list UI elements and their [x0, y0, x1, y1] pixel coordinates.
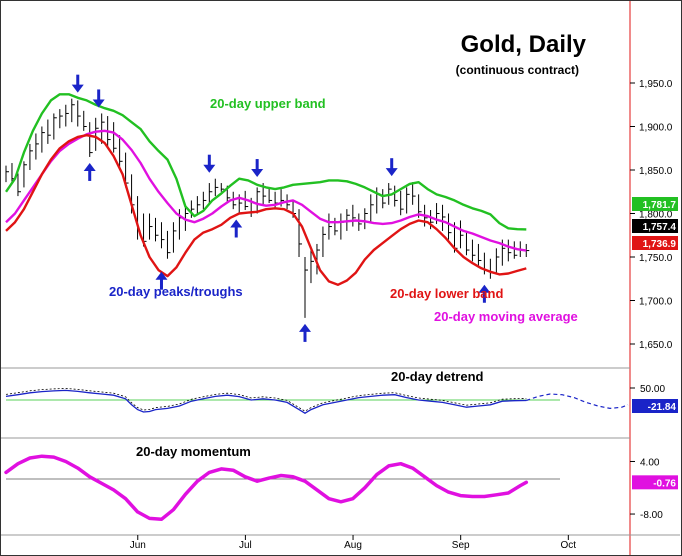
peak-arrow: [203, 154, 216, 173]
momentum-last-box: [632, 475, 678, 490]
chart-title: Gold, Daily: [461, 31, 587, 58]
trough-arrow: [155, 271, 168, 290]
peak-trough-markers: [71, 74, 491, 342]
trough-arrow: [83, 162, 96, 181]
x-tick-label: Oct: [561, 540, 577, 551]
detrend-last-box: [632, 399, 678, 413]
y-tick-label: 1,850.0: [639, 166, 673, 177]
last-value-label: 1,736.9: [643, 239, 677, 250]
momentum-line: [4, 454, 529, 522]
y-tick-label: 1,700.0: [639, 297, 673, 308]
peaks-troughs-label: 20-day peaks/troughs: [109, 284, 243, 299]
series-line-20-day-lower-band: [5, 134, 527, 286]
peak-arrow: [385, 158, 398, 177]
lower-band-label: 20-day lower band: [390, 286, 503, 301]
last-value-label: 1,781.7: [643, 200, 677, 211]
last-value-box: [632, 236, 678, 250]
x-tick-label: Sep: [452, 540, 470, 551]
x-tick-label: Aug: [344, 540, 362, 551]
main-y-axis-ticks: 1,650.0 1,700.0 1,750.0 1,800.0 1,850.0 1,900…: [630, 79, 673, 351]
trough-arrow: [478, 284, 491, 303]
x-axis: Jun Jul Aug Sep Oct: [130, 535, 577, 551]
last-value-box: [632, 197, 678, 211]
bands-lines: [5, 93, 527, 286]
y-tick-label: 1,900.0: [639, 123, 673, 134]
y-tick-label: 1,650.0: [639, 340, 673, 351]
detrend-projection: [526, 393, 629, 410]
trough-arrow: [230, 219, 243, 238]
x-tick-label: Jul: [239, 540, 252, 551]
detrend-line: [5, 389, 527, 414]
trough-arrow: [299, 323, 311, 342]
series-line-20-day-moving-average: [5, 129, 527, 252]
peak-arrow: [71, 74, 84, 93]
moving-average-label: 20-day moving average: [434, 309, 578, 324]
last-value-box: [632, 219, 678, 233]
y-tick-label: 1,750.0: [639, 253, 673, 264]
detrend-label: 20-day detrend: [391, 369, 484, 384]
series-line-20-day-upper-band: [5, 93, 527, 231]
detrend-smoothed-line: [5, 387, 527, 412]
peak-arrow: [251, 159, 264, 178]
detrend-pane: 50.00 -21.84: [5, 384, 678, 414]
momentum-pane: 4.00 -8.00 -0.76: [4, 454, 678, 522]
x-tick-label: Jun: [130, 540, 146, 551]
momentum-label: 20-day momentum: [136, 444, 251, 459]
momentum-tick-label: 4.00: [640, 457, 660, 468]
detrend-last-label: -21.84: [648, 402, 677, 413]
last-value-boxes: 1,781.7 1,757.4 1,736.9: [632, 197, 678, 250]
upper-band-label: 20-day upper band: [210, 96, 326, 111]
last-value-label: 1,757.4: [643, 222, 677, 233]
momentum-tick-label: -8.00: [640, 510, 663, 521]
peak-arrow: [92, 89, 105, 108]
detrend-tick-label: 50.00: [640, 384, 665, 395]
y-tick-label: 1,800.0: [639, 210, 673, 221]
y-tick-label: 1,950.0: [639, 79, 673, 90]
momentum-last-label: -0.76: [653, 478, 676, 489]
chart-subtitle: (continuous contract): [456, 63, 579, 77]
